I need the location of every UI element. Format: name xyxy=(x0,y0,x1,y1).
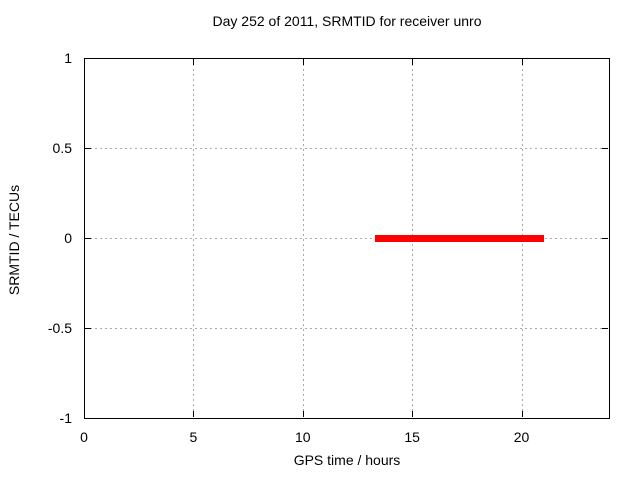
y-tick-left xyxy=(85,58,91,59)
y-tick-label: 1 xyxy=(64,50,72,66)
x-tick-bottom xyxy=(302,411,304,417)
x-axis-label: GPS time / hours xyxy=(293,452,401,468)
y-tick-label: -1 xyxy=(59,410,72,426)
y-tick-right xyxy=(602,418,608,419)
y-tick-left xyxy=(85,148,91,149)
x-tick-bottom xyxy=(412,411,414,417)
x-tick-label: 0 xyxy=(80,429,88,445)
y-tick-right xyxy=(602,148,608,149)
y-tick-label: -0.5 xyxy=(47,320,72,336)
x-tick-label: 20 xyxy=(513,429,530,445)
x-tick-top xyxy=(193,59,195,65)
x-tick-label: 5 xyxy=(189,429,198,445)
y-tick-label: 0 xyxy=(64,230,72,246)
x-tick-bottom xyxy=(193,411,195,417)
x-tick-label: 10 xyxy=(294,429,311,445)
grid-line-horizontal xyxy=(85,328,608,329)
y-tick-left xyxy=(85,418,91,419)
series-line-srmtid xyxy=(374,234,545,242)
y-tick-left xyxy=(85,238,91,239)
x-tick-top xyxy=(302,59,304,65)
y-tick-label: 0.5 xyxy=(52,140,72,156)
chart-title: Day 252 of 2011, SRMTID for receiver unr… xyxy=(212,13,482,29)
y-tick-left xyxy=(85,328,91,329)
x-tick-label: 15 xyxy=(404,429,420,445)
y-tick-right xyxy=(602,58,608,59)
x-tick-bottom xyxy=(84,411,85,417)
x-tick-bottom xyxy=(521,411,523,417)
y-tick-right xyxy=(602,238,608,239)
x-tick-top xyxy=(412,59,414,65)
plot-area-border xyxy=(84,58,610,419)
x-tick-top xyxy=(84,59,85,65)
x-tick-top xyxy=(521,59,523,65)
grid-line-horizontal xyxy=(85,148,608,149)
y-tick-right xyxy=(602,328,608,329)
grid-line-horizontal xyxy=(85,238,608,239)
